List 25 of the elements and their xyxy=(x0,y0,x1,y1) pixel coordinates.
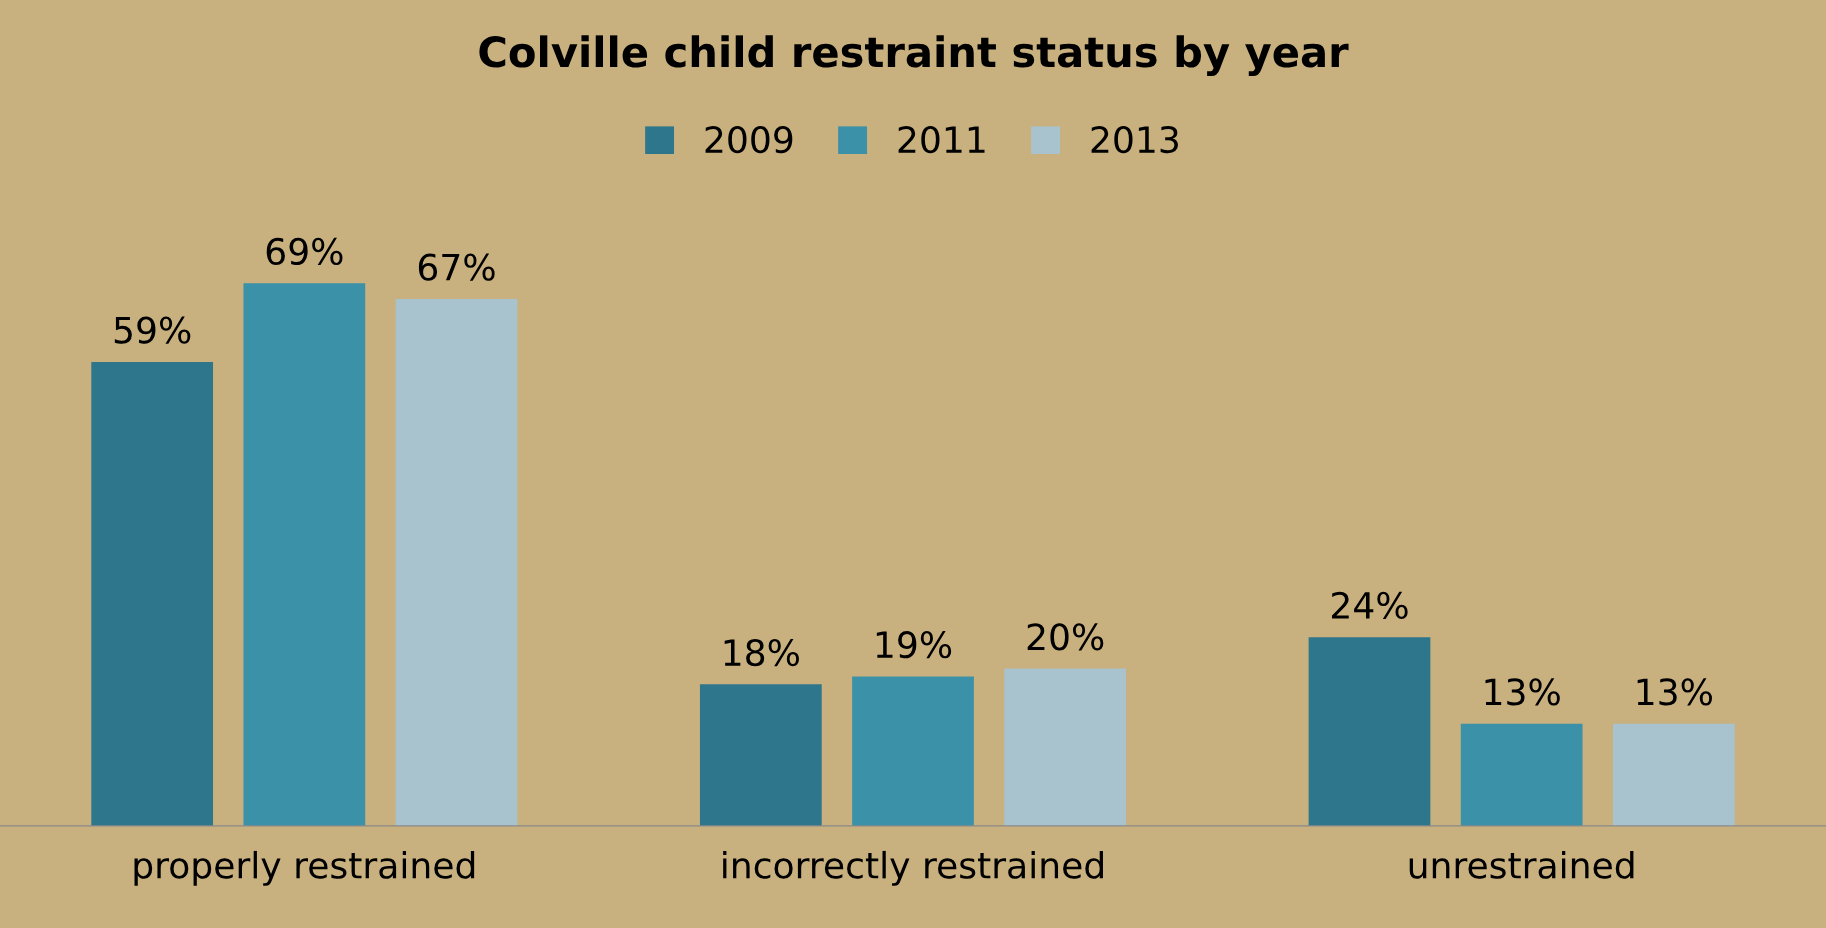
data-label: 13% xyxy=(1637,678,1712,706)
data-label: 20% xyxy=(1027,623,1104,651)
legend-label: 2011 xyxy=(898,125,985,154)
chart-title: Colville child restraint status by year xyxy=(479,35,1349,77)
bar xyxy=(1308,637,1431,826)
x-tick-label: unrestrained xyxy=(1409,850,1634,879)
x-tick-label: properly restrained xyxy=(134,850,475,886)
data-label: 18% xyxy=(724,638,799,667)
bar xyxy=(1004,668,1127,826)
legend-label: 2009 xyxy=(705,125,793,154)
bar xyxy=(699,684,822,826)
legend-label: 2013 xyxy=(1091,125,1178,154)
bar xyxy=(91,361,214,826)
data-label: 59% xyxy=(114,316,191,344)
data-label: 67% xyxy=(418,253,495,281)
bar xyxy=(1612,723,1735,826)
data-label: 69% xyxy=(266,237,343,266)
data-label: 13% xyxy=(1485,678,1560,706)
bar xyxy=(243,283,366,826)
bar xyxy=(852,676,974,826)
bar xyxy=(395,298,518,826)
data-label: 24% xyxy=(1332,591,1408,620)
x-tick-label: incorrectly restrained xyxy=(723,850,1103,886)
bar xyxy=(1460,723,1583,826)
data-label: 19% xyxy=(876,631,952,659)
